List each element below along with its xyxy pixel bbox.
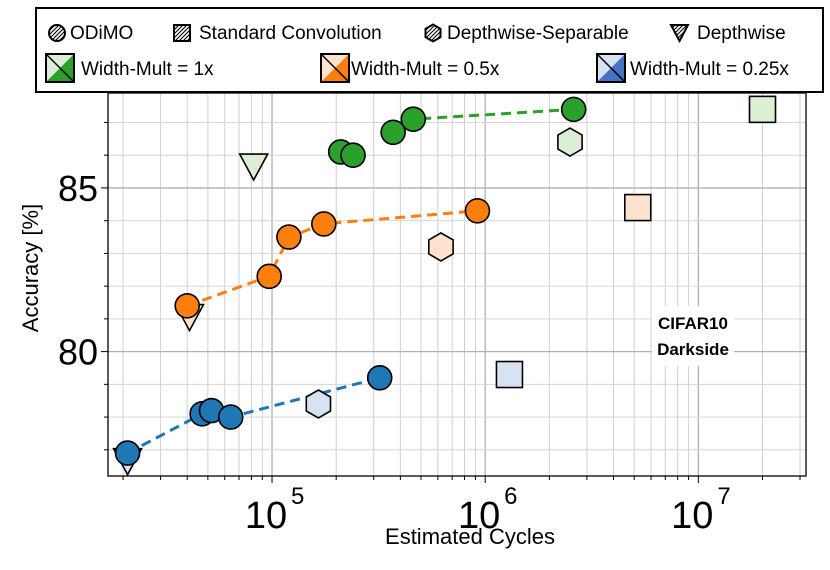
data-point-hexagon: [305, 389, 332, 419]
x-tick-label: 10 5: [245, 483, 305, 537]
data-point-circle: [217, 404, 244, 430]
data-point-circle: [380, 119, 406, 146]
data-point-circle: [400, 106, 427, 132]
swatch-border: [45, 53, 75, 83]
square-icon: [173, 24, 191, 42]
data-point-square: [495, 360, 524, 389]
swatch-border: [320, 53, 350, 83]
hexagon-icon: [424, 23, 442, 43]
data-point-hexagon: [427, 231, 454, 262]
legend-item-standard-convolution: Standard Convolution: [173, 23, 382, 44]
data-point-triangle: [238, 153, 269, 182]
legend-item-width-0.5x: Width-Mult = 0.5x: [320, 53, 500, 83]
data-point-circle: [464, 198, 491, 224]
data-point-circle: [174, 292, 201, 319]
legend-label-standard-convolution: Standard Convolution: [199, 23, 382, 44]
swatch-diagonal: [320, 53, 350, 83]
data-point-circle: [311, 211, 337, 237]
x-tick-label-base: 10: [245, 495, 287, 537]
legend-item-depthwise: Depthwise: [669, 23, 786, 44]
legend: ODiMO Standard Convolution Depthwise-Sep…: [35, 7, 824, 93]
data-point-circle: [366, 364, 393, 391]
legend-item-depthwise-separable: Depthwise-Separable: [424, 23, 629, 44]
x-tick-label-exponent: 6: [504, 483, 517, 510]
legend-label-width-0.5x: Width-Mult = 0.5x: [351, 59, 500, 80]
legend-label-depthwise-separable: Depthwise-Separable: [447, 23, 629, 44]
plot-frame: [107, 92, 807, 477]
y-axis-label: Accuracy [%]: [18, 204, 43, 332]
x-tick-label-exponent: 7: [717, 483, 730, 510]
swatch-border: [596, 53, 626, 83]
y-tick-label: 85: [58, 168, 98, 209]
series-line: [126, 376, 381, 455]
annotation-line-1: CIFAR10: [658, 314, 728, 333]
data-point-square: [623, 193, 652, 222]
data-point-circle: [114, 440, 141, 466]
legend-label-width-1x: Width-Mult = 1x: [81, 59, 214, 80]
annotation-line-2: Darkside: [657, 340, 729, 359]
annotation-background: [652, 306, 734, 366]
data-point-circle: [256, 263, 283, 290]
legend-item-odimo: ODiMO: [48, 23, 133, 44]
circle-icon: [48, 24, 66, 42]
legend-label-depthwise: Depthwise: [697, 23, 786, 44]
data-point-square: [748, 95, 777, 124]
x-axis-label: Estimated Cycles: [385, 524, 555, 549]
x-tick-label-base: 10: [671, 495, 713, 537]
legend-item-width-0.25x: Width-Mult = 0.25x: [596, 53, 789, 83]
x-tick-label: 10 6: [458, 483, 518, 537]
data-point-circle: [560, 96, 587, 123]
legend-label-odimo: ODiMO: [70, 23, 133, 44]
data-markers: [112, 95, 777, 477]
x-tick-label-base: 10: [458, 495, 500, 537]
y-tick-label: 80: [58, 332, 98, 373]
swatch-diagonal: [45, 53, 75, 83]
data-point-hexagon: [557, 127, 583, 158]
triangle-icon: [669, 24, 690, 44]
swatch-diagonal: [596, 53, 626, 83]
legend-label-width-0.25x: Width-Mult = 0.25x: [630, 59, 789, 80]
data-point-circle: [276, 224, 302, 250]
legend-item-width-1x: Width-Mult = 1x: [45, 53, 214, 83]
legend-frame: [35, 7, 824, 93]
x-tick-label: 10 7: [671, 483, 731, 537]
x-tick-label-exponent: 5: [291, 483, 304, 510]
data-point-circle: [340, 142, 366, 168]
